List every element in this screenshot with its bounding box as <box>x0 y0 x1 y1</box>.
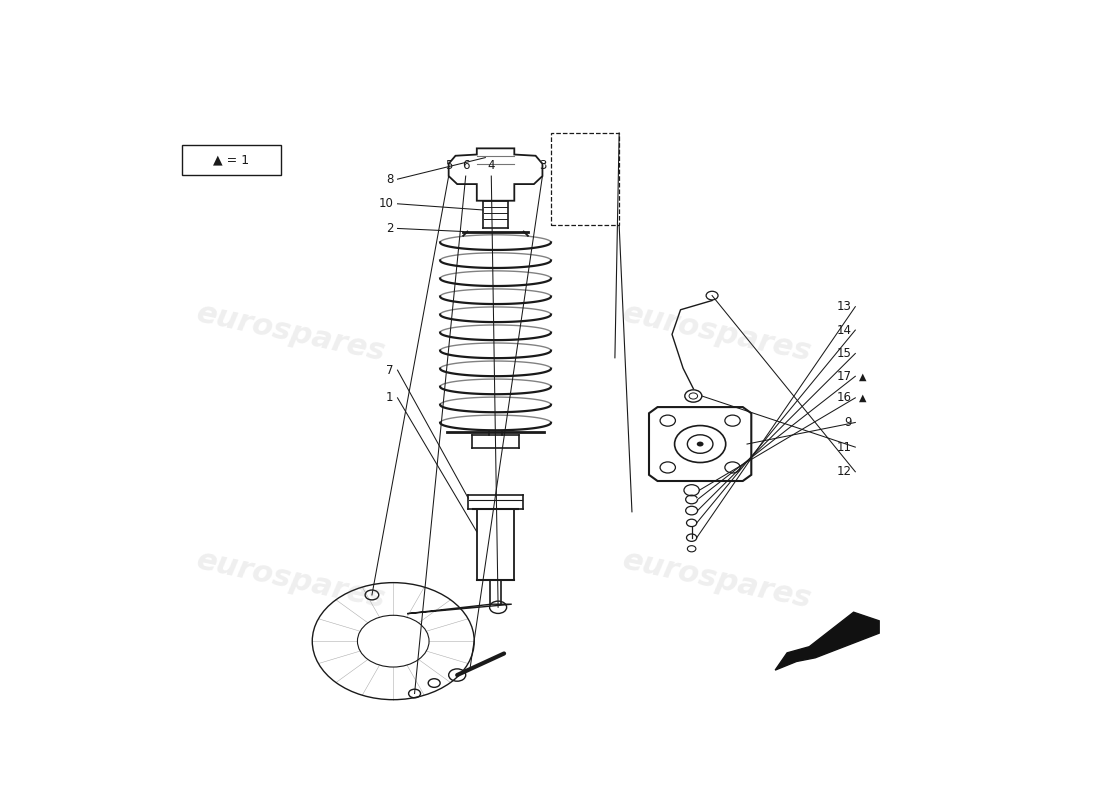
Circle shape <box>696 442 704 446</box>
Text: 7: 7 <box>386 364 394 377</box>
Text: 3: 3 <box>539 159 546 172</box>
Text: 12: 12 <box>837 466 851 478</box>
Text: 17: 17 <box>837 370 851 382</box>
Text: 14: 14 <box>837 323 851 337</box>
Text: 5: 5 <box>446 159 452 172</box>
Text: 8: 8 <box>386 173 394 186</box>
Text: 4: 4 <box>487 159 495 172</box>
Text: eurospares: eurospares <box>194 546 388 614</box>
Text: eurospares: eurospares <box>620 546 814 614</box>
Text: 9: 9 <box>845 416 851 429</box>
Text: 11: 11 <box>837 441 851 454</box>
Text: 16: 16 <box>837 391 851 404</box>
Text: 2: 2 <box>386 222 394 235</box>
Text: 13: 13 <box>837 300 851 313</box>
Text: 1: 1 <box>386 391 394 404</box>
Text: ▲: ▲ <box>859 371 866 382</box>
Text: ▲: ▲ <box>859 393 866 403</box>
Text: eurospares: eurospares <box>194 299 388 367</box>
Text: eurospares: eurospares <box>620 299 814 367</box>
Text: 6: 6 <box>462 159 470 172</box>
Text: ▲ = 1: ▲ = 1 <box>213 154 250 166</box>
Text: 15: 15 <box>837 347 851 360</box>
Text: 10: 10 <box>378 198 394 210</box>
Polygon shape <box>776 612 879 670</box>
